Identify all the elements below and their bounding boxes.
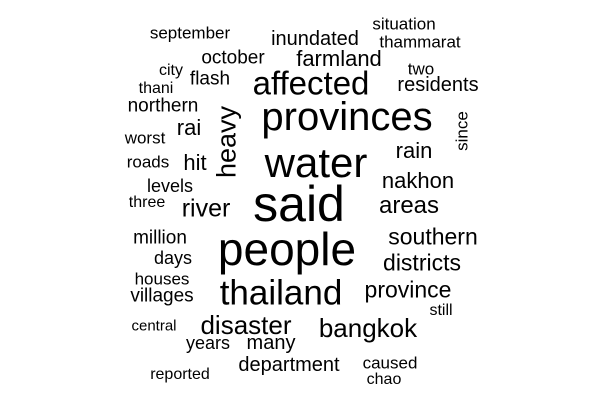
word-people: people bbox=[217, 223, 357, 275]
word-chao: chao bbox=[366, 371, 402, 388]
word-roads: roads bbox=[126, 152, 170, 172]
word-three: three bbox=[128, 194, 166, 211]
word-days: days bbox=[153, 248, 193, 268]
word-thailand: thailand bbox=[219, 273, 343, 313]
word-said: said bbox=[253, 176, 345, 232]
word-areas: areas bbox=[378, 192, 440, 219]
word-nakhon: nakhon bbox=[381, 168, 455, 193]
word-department: department bbox=[238, 354, 340, 376]
word-city: city bbox=[159, 62, 183, 79]
word-affected: affected bbox=[252, 64, 370, 102]
word-situation: situation bbox=[372, 14, 436, 34]
word-central: central bbox=[131, 317, 177, 335]
word-thani: thani bbox=[138, 80, 174, 97]
word-houses: houses bbox=[134, 269, 190, 289]
word-caused: caused bbox=[362, 353, 418, 373]
word-worst: worst bbox=[124, 128, 166, 148]
word-villages: villages bbox=[130, 285, 194, 307]
word-northern: northern bbox=[127, 95, 199, 117]
word-province: province bbox=[364, 276, 452, 303]
word-residents: residents bbox=[397, 74, 479, 96]
word-districts: districts bbox=[383, 249, 461, 276]
word-still: still bbox=[429, 302, 453, 319]
word-heavy: heavy bbox=[211, 105, 242, 179]
word-many: many bbox=[246, 332, 296, 354]
word-provinces: provinces bbox=[261, 95, 433, 139]
word-million: million bbox=[133, 227, 187, 249]
word-river: river bbox=[181, 194, 231, 223]
word-bangkok: bangkok bbox=[318, 313, 418, 343]
word-september: september bbox=[149, 23, 231, 43]
word-flash: flash bbox=[189, 68, 231, 90]
word-levels: levels bbox=[146, 176, 194, 196]
word-two: two bbox=[407, 59, 435, 79]
word-hit: hit bbox=[183, 150, 207, 175]
word-since: since bbox=[452, 111, 472, 151]
word-disaster: disaster bbox=[200, 310, 292, 340]
word-rai: rai bbox=[176, 115, 202, 140]
word-southern: southern bbox=[388, 223, 478, 250]
word-water: water bbox=[264, 139, 368, 186]
word-inundated: inundated bbox=[271, 28, 359, 50]
word-years: years bbox=[185, 333, 231, 353]
word-thammarat: thammarat bbox=[379, 32, 461, 52]
word-farmland: farmland bbox=[296, 46, 382, 71]
word-rain: rain bbox=[395, 138, 433, 163]
word-reported: reported bbox=[150, 366, 210, 383]
word-october: october bbox=[201, 47, 265, 69]
